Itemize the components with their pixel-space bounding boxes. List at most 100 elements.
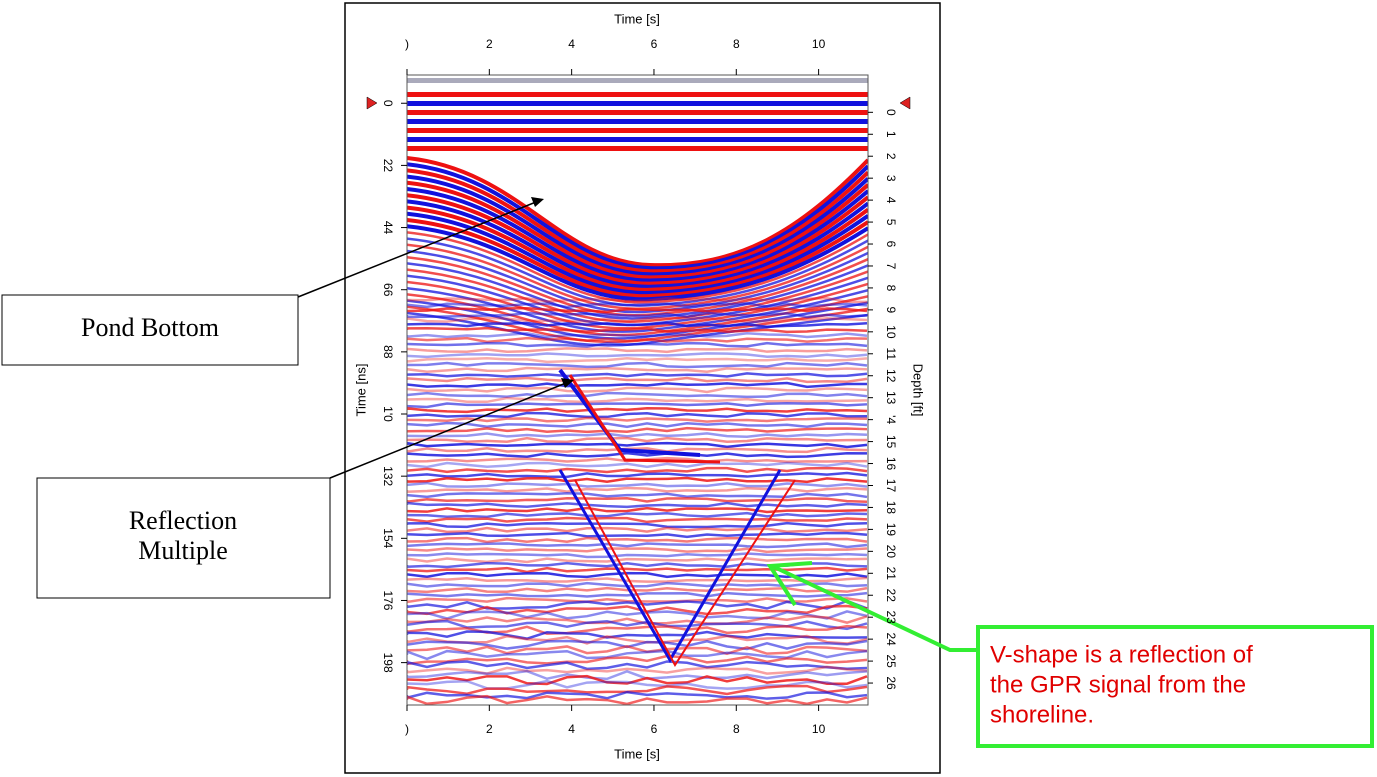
- reflector: [407, 674, 868, 686]
- reflector: [407, 347, 868, 354]
- reflector: [407, 416, 868, 423]
- y2-tick-label: 8: [884, 285, 898, 292]
- y2-tick-label: 11: [884, 348, 898, 361]
- reflector: [407, 372, 868, 378]
- reflector: [407, 249, 868, 314]
- reflector: [407, 352, 868, 359]
- y-tick-label: 154: [381, 528, 395, 548]
- y2-tick-label: 21: [884, 567, 898, 581]
- y-tick-label: 176: [381, 590, 395, 610]
- y2-tick-label: '4: [884, 415, 898, 424]
- y-tick-label: 44: [381, 221, 395, 235]
- reflector: [407, 542, 868, 549]
- reflector: [407, 516, 868, 524]
- reflector: [407, 407, 868, 414]
- reflector: [407, 411, 868, 419]
- reflector: [407, 331, 868, 339]
- reflector: [407, 506, 868, 514]
- reflector: [407, 180, 868, 280]
- reflector: [407, 496, 868, 504]
- band: [407, 146, 868, 151]
- y2-tick-label: 13: [884, 391, 898, 405]
- y2-tick-label: 12: [884, 369, 898, 383]
- y2-tick-label: 15: [884, 435, 898, 449]
- callout-box: [1, 294, 299, 366]
- band: [407, 92, 868, 97]
- callout-box: [36, 477, 331, 599]
- reflector: [574, 479, 796, 667]
- x-axis-title: Time [s]: [614, 746, 660, 761]
- y2-tick-label: 7: [884, 263, 898, 270]
- reflector: [407, 486, 868, 493]
- reflector: [407, 665, 868, 675]
- reflector: [407, 341, 868, 348]
- reflector: [407, 451, 868, 459]
- y-tick-label: 22: [381, 159, 395, 173]
- y2-tick-label: 25: [884, 654, 898, 668]
- marker: [366, 96, 378, 110]
- y2-tick-label: 5: [884, 219, 898, 226]
- x-tick-label: 6: [651, 37, 658, 51]
- reflector: [407, 361, 868, 369]
- y-tick-label: 0: [381, 100, 395, 107]
- reflector: [407, 306, 868, 314]
- reflector: [407, 356, 868, 364]
- reflector: [407, 576, 868, 583]
- y2-tick-label: 3: [884, 175, 898, 182]
- x-tick-label: 8: [733, 722, 740, 736]
- x-tick-label: 4: [568, 37, 575, 51]
- reflector: [407, 268, 868, 323]
- reflector: [407, 391, 868, 399]
- x-tick-label: 8: [733, 37, 740, 51]
- band: [407, 78, 868, 83]
- x-tick-label: 4: [568, 722, 575, 736]
- x-tick-label: 2: [486, 37, 493, 51]
- y2-tick-label: 0: [884, 109, 898, 116]
- x-tick-label: 10: [812, 722, 826, 736]
- reflector: [407, 311, 868, 319]
- reflector: [407, 231, 868, 304]
- y2-tick-label: 9: [884, 307, 898, 314]
- y-tick-label: 132: [381, 466, 395, 486]
- y2-tick-label: 6: [884, 241, 898, 248]
- reflector: [407, 243, 868, 311]
- reflector: [407, 660, 868, 671]
- band: [407, 101, 868, 106]
- plot-border: [406, 74, 869, 706]
- reflector: [407, 466, 868, 474]
- reflector: [407, 557, 868, 564]
- reflector: [407, 571, 868, 579]
- reflector: [407, 521, 868, 529]
- annotation: shoreline.: [990, 701, 1094, 728]
- band: [407, 110, 868, 115]
- reflector: [407, 552, 868, 559]
- x-axis-title: Time [s]: [614, 11, 660, 26]
- reflector: [407, 426, 868, 434]
- reflector: [407, 381, 868, 389]
- reflector: [407, 321, 868, 328]
- reflector: [407, 610, 868, 620]
- y2-tick-label: 24: [884, 632, 898, 646]
- y-tick-label: 198: [381, 653, 395, 673]
- band: [407, 137, 868, 142]
- x-tick-label: 10: [812, 37, 826, 51]
- arrow-head: [766, 561, 813, 607]
- reflector: [407, 302, 868, 309]
- reflector: [407, 471, 868, 479]
- arrow-head: [531, 197, 544, 207]
- reflector: [407, 205, 868, 292]
- callout-box: [976, 625, 1374, 748]
- band: [407, 119, 868, 124]
- reflector: [407, 211, 868, 295]
- reflector: [407, 481, 868, 488]
- reflector: [407, 624, 868, 635]
- reflector: [407, 336, 868, 344]
- reflector: [407, 536, 868, 544]
- reflector: [407, 690, 868, 700]
- reflector: [407, 501, 868, 509]
- reflector: [407, 645, 868, 656]
- reflector: [407, 526, 868, 534]
- y2-tick-label: 23: [884, 611, 898, 625]
- y2-tick-label: 4: [884, 197, 898, 204]
